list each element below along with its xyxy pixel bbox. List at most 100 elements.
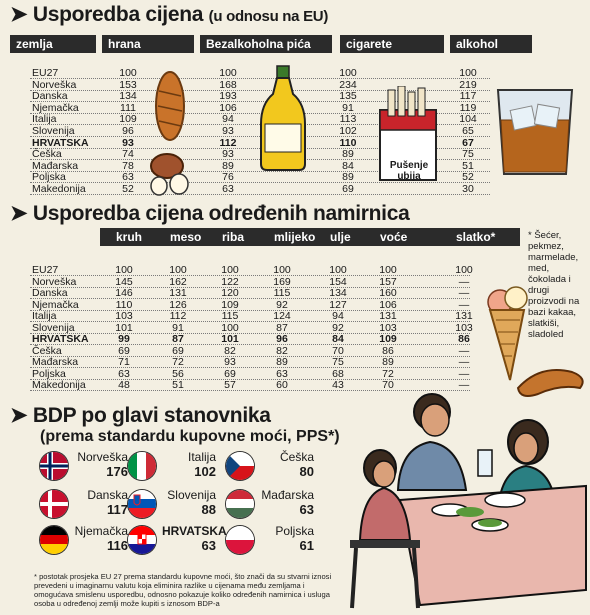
table2-value: 157 <box>379 275 397 288</box>
table1-value: 84 <box>342 159 354 172</box>
table2-column-header: slatko* <box>456 230 496 244</box>
table1-country-label: Slovenija <box>32 125 75 137</box>
table2-country-label: Italija <box>32 310 57 322</box>
table1-value: 75 <box>462 148 474 161</box>
sweets-footnote: * Šećer, pekmez, marmelade, med, čokolad… <box>528 230 580 340</box>
table1-value: 168 <box>219 78 237 91</box>
table1-value: 69 <box>342 183 354 195</box>
table1-value: 109 <box>119 113 137 126</box>
table1-country-label: Makedonija <box>32 183 86 195</box>
table1-value: 96 <box>122 125 134 137</box>
table2-value: 134 <box>329 287 347 299</box>
title-text: Usporedba cijena određenih namirnica <box>32 202 410 225</box>
table2-value: 72 <box>172 356 184 368</box>
gdp-value: 80 <box>299 464 314 479</box>
table1-value: 52 <box>462 171 474 184</box>
section1-title: ➤ Usporedba cijena (u odnosu na EU) <box>10 2 328 27</box>
table1-value: 76 <box>222 171 234 184</box>
section2-title: ➤ Usporedba cijena određenih namirnica <box>10 201 410 226</box>
croatia-flag <box>128 526 156 554</box>
table2-country-label: HRVATSKA <box>32 333 89 345</box>
table2-row-line <box>30 344 470 345</box>
arrow-icon: ➤ <box>10 3 33 26</box>
table2-value: 82 <box>224 344 236 357</box>
table2-row-line <box>30 390 470 391</box>
table1-value: 30 <box>462 183 474 195</box>
table2-column-header: ulje <box>330 230 351 244</box>
table1-value: 93 <box>222 148 234 161</box>
poland-flag <box>226 526 254 554</box>
table1-country-label: Češka <box>32 148 62 161</box>
table2-value: 131 <box>455 310 473 322</box>
table2-country-label: Norveška <box>32 275 77 288</box>
table2-value: 86 <box>458 333 470 345</box>
table2-value: 72 <box>382 367 394 380</box>
table2-value: 63 <box>118 367 130 380</box>
table2-value: 169 <box>273 275 291 288</box>
table2-value: 124 <box>273 310 291 322</box>
table2-header-bar <box>100 228 520 246</box>
table1-value: 193 <box>219 90 237 103</box>
gdp-value: 63 <box>201 538 216 553</box>
table2-value: 56 <box>172 367 184 380</box>
table2-value: 100 <box>169 264 187 276</box>
gdp-country-label: Njemačka <box>74 524 128 538</box>
table2-value: — <box>458 275 470 288</box>
table2-value: 91 <box>172 321 184 334</box>
table2-value: 100 <box>221 264 239 276</box>
czech-flag <box>226 452 254 480</box>
table2-value: — <box>458 379 470 391</box>
table1-value: 117 <box>459 90 477 103</box>
table2-value: 101 <box>115 321 133 334</box>
table1-country-label: Njemačka <box>32 101 79 114</box>
table1-value: 93 <box>122 136 134 149</box>
table2-value: 127 <box>329 298 347 311</box>
table1-value: 112 <box>219 136 237 149</box>
table1-country-label: Mađarska <box>32 159 79 172</box>
table2-value: 92 <box>276 298 288 311</box>
germany-flag <box>40 526 68 554</box>
table2-value: 48 <box>118 379 130 391</box>
table2-value: — <box>458 344 470 357</box>
table1-value: 91 <box>342 101 354 114</box>
table2-value: 84 <box>332 333 344 345</box>
table2-value: 68 <box>332 367 344 380</box>
table1-value: 106 <box>219 101 237 114</box>
section3-title: ➤ BDP po glavi stanovnika <box>10 403 271 428</box>
cigarette-pack-illustration <box>379 86 437 181</box>
gdp-value: 176 <box>106 464 128 479</box>
table2-column-header: riba <box>222 230 245 244</box>
gdp-value: 102 <box>194 464 216 479</box>
table2-value: 69 <box>224 367 236 380</box>
table2-value: 89 <box>276 356 288 368</box>
gdp-country-label: Češka <box>279 450 314 464</box>
hungary-flag <box>226 490 254 518</box>
table2-value: 120 <box>221 287 239 299</box>
table2-row-line <box>30 275 470 276</box>
table2-value: 103 <box>379 321 397 334</box>
table1-row-line <box>30 101 490 103</box>
table2-value: 103 <box>455 321 473 334</box>
table1-value: 78 <box>122 159 134 172</box>
table2-value: 162 <box>169 275 187 288</box>
table2-country-label: Mađarska <box>32 356 79 368</box>
table2-value: 89 <box>382 356 394 368</box>
table1-value: 52 <box>122 183 134 195</box>
table1-value: 63 <box>122 171 134 184</box>
table1-value: 134 <box>119 90 137 103</box>
arrow-icon: ➤ <box>10 202 33 225</box>
table1-country-label: Danska <box>32 90 68 103</box>
table2-value: 126 <box>169 298 187 311</box>
table2-value: 100 <box>455 264 473 276</box>
table1-value: 102 <box>339 125 357 137</box>
table2-row-line <box>30 332 470 334</box>
table1-value: 63 <box>222 183 234 195</box>
table2-column-header: voće <box>380 230 408 244</box>
table2-country-label: Njemačka <box>32 298 79 311</box>
table2-value: 154 <box>329 275 347 288</box>
gdp-value: 88 <box>201 502 216 517</box>
gdp-country-label: Mađarska <box>261 488 314 502</box>
table1-row-line <box>30 89 490 91</box>
gdp-country-label: Norveška <box>77 450 128 464</box>
table1-value: 219 <box>459 78 477 91</box>
